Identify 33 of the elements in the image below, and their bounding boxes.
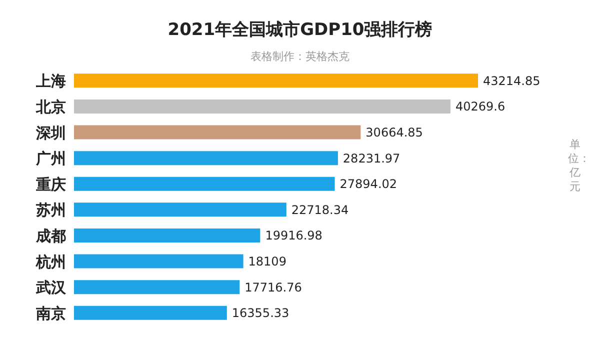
y-tick-label: 苏州 (35, 201, 66, 220)
chart-subtitle: 表格制作：英格杰克 (250, 49, 350, 64)
y-tick-label: 武汉 (35, 278, 67, 297)
data-label: 19916.98 (265, 228, 322, 243)
bar (74, 125, 361, 140)
bar (74, 280, 240, 294)
data-label: 22718.34 (291, 202, 349, 217)
data-label: 17716.76 (244, 280, 302, 294)
data-label: 16355.33 (232, 306, 290, 320)
data-label: 40269.6 (455, 100, 506, 114)
bar (74, 306, 227, 320)
data-label: 28231.97 (342, 151, 400, 166)
y-tick-label: 成都 (35, 227, 66, 246)
data-label: 43214.85 (483, 74, 540, 88)
y-tick-label: 重庆 (35, 175, 66, 194)
bar (74, 74, 478, 88)
chart-title: 2021年全国城市GDP10强排行榜 (166, 19, 434, 41)
y-tick-label: 杭州 (35, 252, 66, 271)
y-tick-label: 北京 (35, 98, 66, 116)
bar (74, 151, 338, 166)
data-label: 30664.85 (366, 126, 423, 140)
y-tick-label: 广州 (35, 150, 66, 168)
bar (74, 254, 244, 268)
data-label: 27894.02 (340, 177, 398, 192)
y-tick-label: 南京 (35, 304, 66, 322)
data-label: 18109 (248, 254, 286, 269)
y-tick-label: 上海 (35, 72, 66, 90)
bar (74, 228, 260, 242)
bar (74, 202, 286, 217)
text: 单位：亿元 (568, 138, 590, 194)
bar (74, 176, 335, 191)
bar (74, 99, 450, 114)
y-tick-label: 深圳 (35, 124, 66, 142)
